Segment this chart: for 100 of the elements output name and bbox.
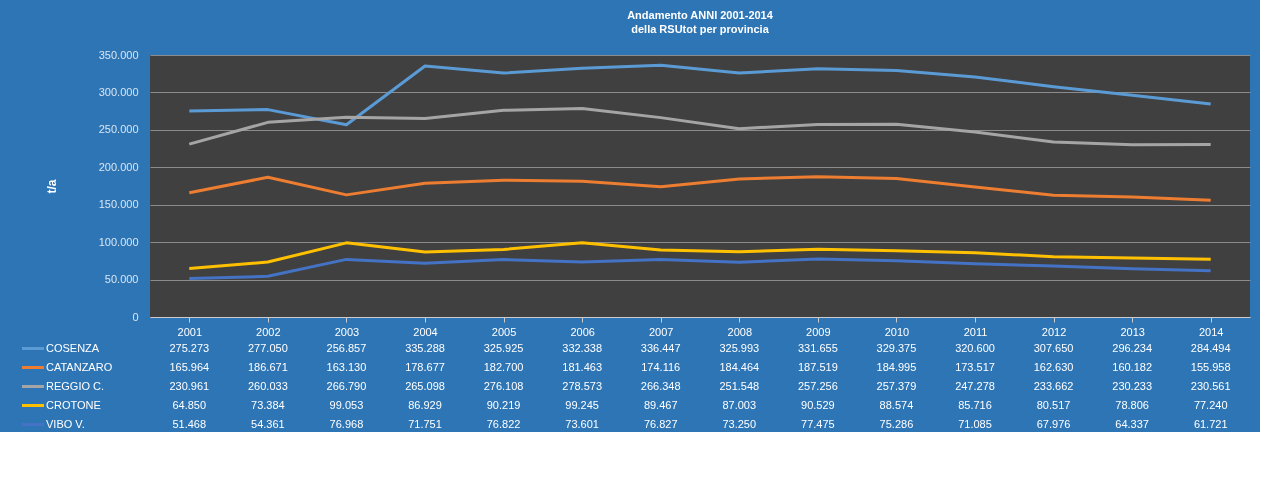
data-label: 186.671: [247, 360, 288, 373]
y-tick-label: 50.000: [104, 273, 139, 286]
x-tick-label: 2006: [570, 325, 595, 338]
data-label: 277.050: [247, 341, 288, 354]
data-label: 76.968: [329, 417, 364, 430]
y-tick-label: 150.000: [98, 198, 139, 211]
chart-subtitle: della RSUtot per provincia: [631, 23, 770, 35]
y-tick-label: 350.000: [98, 48, 139, 61]
line-series: [187, 257, 1213, 280]
data-label: 230.561: [1190, 379, 1231, 392]
x-tick-label: 2009: [806, 325, 831, 338]
data-label: 278.573: [562, 379, 603, 392]
data-label: 155.958: [1190, 360, 1231, 373]
data-label: 51.468: [172, 417, 207, 430]
data-label: 73.601: [565, 417, 599, 430]
line-series: [187, 175, 1213, 202]
data-label: 73.384: [251, 398, 285, 411]
data-label: 230.961: [169, 379, 210, 392]
data-label: 71.751: [408, 417, 442, 430]
data-label: 64.850: [172, 398, 207, 411]
data-label: 76.822: [486, 417, 521, 430]
data-label: 275.273: [169, 341, 210, 354]
data-label: 336.447: [640, 341, 681, 354]
data-label: 77.475: [801, 417, 835, 430]
data-label: 257.379: [876, 379, 917, 392]
data-label: 265.098: [405, 379, 445, 392]
data-label: 88.574: [879, 398, 914, 411]
data-label: 230.233: [1112, 379, 1153, 392]
data-label: 173.517: [955, 360, 995, 373]
data-label: 85.716: [958, 398, 992, 411]
data-label: 99.053: [329, 398, 364, 411]
data-label: 89.467: [643, 398, 678, 411]
data-label: 160.182: [1112, 360, 1153, 373]
legend-label: CATANZARO: [46, 360, 113, 373]
x-tick-label: 2012: [1041, 325, 1067, 338]
data-label: 307.650: [1033, 341, 1074, 354]
data-label: 61.721: [1193, 417, 1228, 430]
data-label: 163.130: [326, 360, 367, 373]
data-label: 86.929: [408, 398, 442, 411]
data-label: 233.662: [1033, 379, 1074, 392]
data-label: 266.348: [640, 379, 681, 392]
data-label: 87.003: [722, 398, 757, 411]
y-axis-title: t/a: [44, 179, 59, 194]
data-label: 54.361: [251, 417, 285, 430]
y-tick-label: 250.000: [98, 123, 139, 136]
x-tick-label: 2007: [648, 325, 674, 338]
data-label: 251.548: [719, 379, 760, 392]
data-label: 260.033: [247, 379, 288, 392]
line-series: [187, 106, 1213, 147]
data-label: 284.494: [1190, 341, 1231, 354]
data-label: 80.517: [1036, 398, 1071, 411]
legend-label: REGGIO C.: [46, 379, 105, 392]
data-label: 165.964: [169, 360, 210, 373]
data-label: 78.806: [1115, 398, 1149, 411]
x-tick-label: 2003: [334, 325, 360, 338]
data-label: 71.085: [958, 417, 992, 430]
data-label: 187.519: [797, 360, 838, 373]
x-tick-label: 2008: [727, 325, 753, 338]
x-tick-label: 2004: [413, 325, 438, 338]
data-label: 73.250: [722, 417, 757, 430]
x-tick-label: 2010: [884, 325, 910, 338]
data-label: 266.790: [326, 379, 367, 392]
data-label: 184.464: [719, 360, 760, 373]
data-label: 174.116: [641, 360, 681, 373]
data-label: 256.857: [326, 341, 367, 354]
data-label: 325.993: [719, 341, 760, 354]
data-label: 75.286: [879, 417, 914, 430]
data-label: 335.288: [405, 341, 445, 354]
y-tick-label: 300.000: [98, 85, 139, 98]
data-label: 329.375: [876, 341, 917, 354]
legend-label: COSENZA: [46, 341, 100, 354]
chart-title: Andamento ANNI 2001-2014: [627, 9, 774, 21]
y-tick-label: 0: [132, 310, 139, 323]
data-label: 332.338: [562, 341, 603, 354]
data-label: 181.463: [562, 360, 603, 373]
data-label: 76.827: [643, 417, 678, 430]
data-label: 257.256: [797, 379, 838, 392]
data-label: 90.529: [801, 398, 835, 411]
line-series: [187, 63, 1213, 127]
data-label: 64.337: [1115, 417, 1149, 430]
x-tick-label: 2013: [1120, 325, 1145, 338]
data-label: 77.240: [1193, 398, 1228, 411]
data-label: 331.655: [797, 341, 838, 354]
data-label: 247.278: [955, 379, 995, 392]
data-label: 276.108: [483, 379, 524, 392]
data-label: 90.219: [486, 398, 521, 411]
legend-label: VIBO V.: [46, 417, 85, 430]
data-label: 99.245: [565, 398, 599, 411]
data-label: 178.677: [405, 360, 445, 373]
data-label: 184.995: [876, 360, 917, 373]
y-tick-label: 100.000: [98, 235, 139, 248]
x-tick-label: 2001: [177, 325, 203, 338]
x-tick-label: 2005: [491, 325, 517, 338]
x-tick-label: 2011: [963, 325, 988, 338]
data-label: 296.234: [1112, 341, 1153, 354]
legend-label: CROTONE: [46, 398, 101, 411]
x-tick-label: 2002: [256, 325, 281, 338]
y-tick-label: 200.000: [98, 160, 139, 173]
data-label: 320.600: [955, 341, 995, 354]
data-label: 325.925: [483, 341, 524, 354]
